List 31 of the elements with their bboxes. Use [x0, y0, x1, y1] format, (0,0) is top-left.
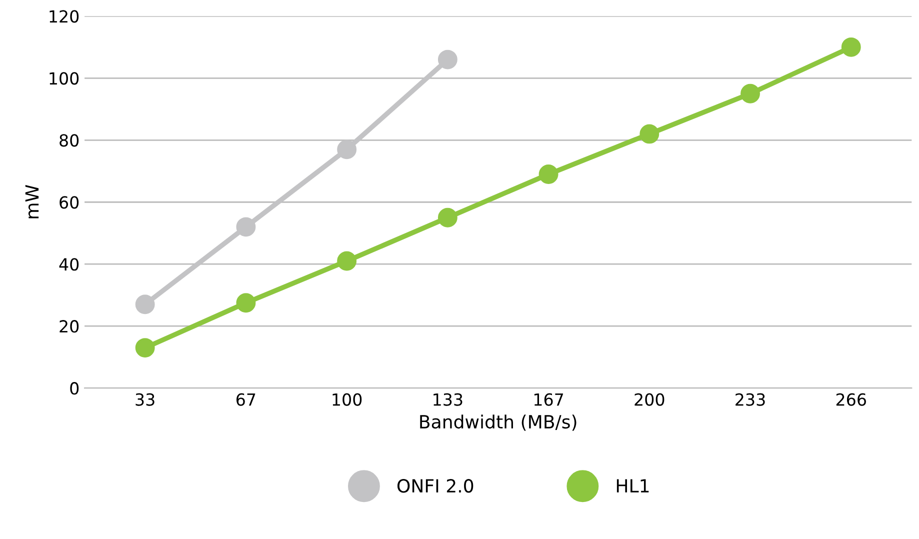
y-tick-label: 120: [50, 10, 79, 23]
point: [337, 251, 357, 271]
y-tick-label: 100: [50, 72, 79, 85]
point: [337, 140, 357, 160]
point: [236, 293, 256, 313]
x-tick-label: 67: [236, 393, 256, 406]
point: [538, 164, 558, 184]
legend-label: ONFI 2.0: [397, 479, 474, 493]
point: [640, 124, 660, 144]
point: [438, 50, 458, 70]
y-tick-label: 80: [60, 134, 79, 147]
x-tick-label: 266: [836, 393, 866, 406]
point: [438, 208, 458, 228]
legend-label: HL1: [616, 479, 649, 492]
x-tick-label: 167: [534, 393, 564, 406]
y-tick-label: 40: [59, 258, 79, 271]
y-tick-label: 0: [70, 382, 79, 395]
x-tick-label: 100: [332, 393, 362, 406]
x-tick-label: 33: [136, 393, 154, 406]
y-tick-label: 20: [60, 320, 79, 333]
y-tick-label: 60: [60, 196, 79, 209]
x-tick-label: 200: [634, 393, 664, 406]
x-tick-label: 133: [434, 393, 462, 406]
point: [841, 37, 861, 57]
point: [740, 84, 760, 104]
point: [135, 338, 155, 358]
point: [236, 217, 256, 237]
x-tick-label: 233: [736, 393, 765, 406]
x-axis-title: Bandwidth (MB/s): [420, 414, 576, 431]
y-axis-title: mW: [25, 184, 39, 218]
point: [135, 294, 155, 314]
